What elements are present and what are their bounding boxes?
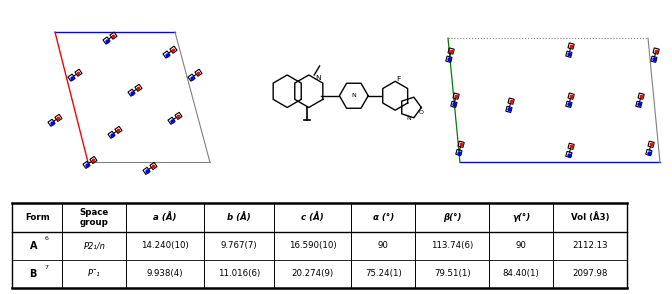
Text: γ(°): γ(°) xyxy=(512,213,530,222)
Text: 2112.13: 2112.13 xyxy=(572,241,608,250)
Text: 2097.98: 2097.98 xyxy=(573,270,607,278)
Text: a (Å): a (Å) xyxy=(153,213,177,223)
Text: N: N xyxy=(351,93,356,98)
Text: N: N xyxy=(315,75,321,81)
Text: O: O xyxy=(419,110,424,115)
Text: 20.274(9): 20.274(9) xyxy=(292,270,334,278)
Text: α (°): α (°) xyxy=(373,213,394,222)
Text: 84.40(1): 84.40(1) xyxy=(503,270,540,278)
Text: Form: Form xyxy=(25,213,50,222)
Text: P2₁/n: P2₁/n xyxy=(83,241,106,250)
Text: 90: 90 xyxy=(378,241,389,250)
Text: b (Å): b (Å) xyxy=(227,213,251,223)
Text: 75.24(1): 75.24(1) xyxy=(365,270,402,278)
Text: 6: 6 xyxy=(45,236,48,241)
Text: F: F xyxy=(396,76,401,82)
Text: N: N xyxy=(407,116,411,121)
Text: β(°): β(°) xyxy=(443,213,462,222)
Text: 16.590(10): 16.590(10) xyxy=(289,241,337,250)
Text: B: B xyxy=(30,269,37,279)
Text: 9.938(4): 9.938(4) xyxy=(146,270,183,278)
Text: 113.74(6): 113.74(6) xyxy=(431,241,473,250)
Text: Space
group: Space group xyxy=(80,208,109,227)
Text: 90: 90 xyxy=(515,241,527,250)
Text: P¯₁: P¯₁ xyxy=(88,270,101,278)
Text: 9.767(7): 9.767(7) xyxy=(220,241,257,250)
Text: Vol (Å3): Vol (Å3) xyxy=(571,213,610,223)
Text: 7: 7 xyxy=(45,265,48,270)
Text: c (Å): c (Å) xyxy=(302,213,324,223)
Text: 14.240(10): 14.240(10) xyxy=(141,241,189,250)
Text: 11.016(6): 11.016(6) xyxy=(218,270,260,278)
Text: A: A xyxy=(30,241,37,251)
Text: 79.51(1): 79.51(1) xyxy=(434,270,470,278)
